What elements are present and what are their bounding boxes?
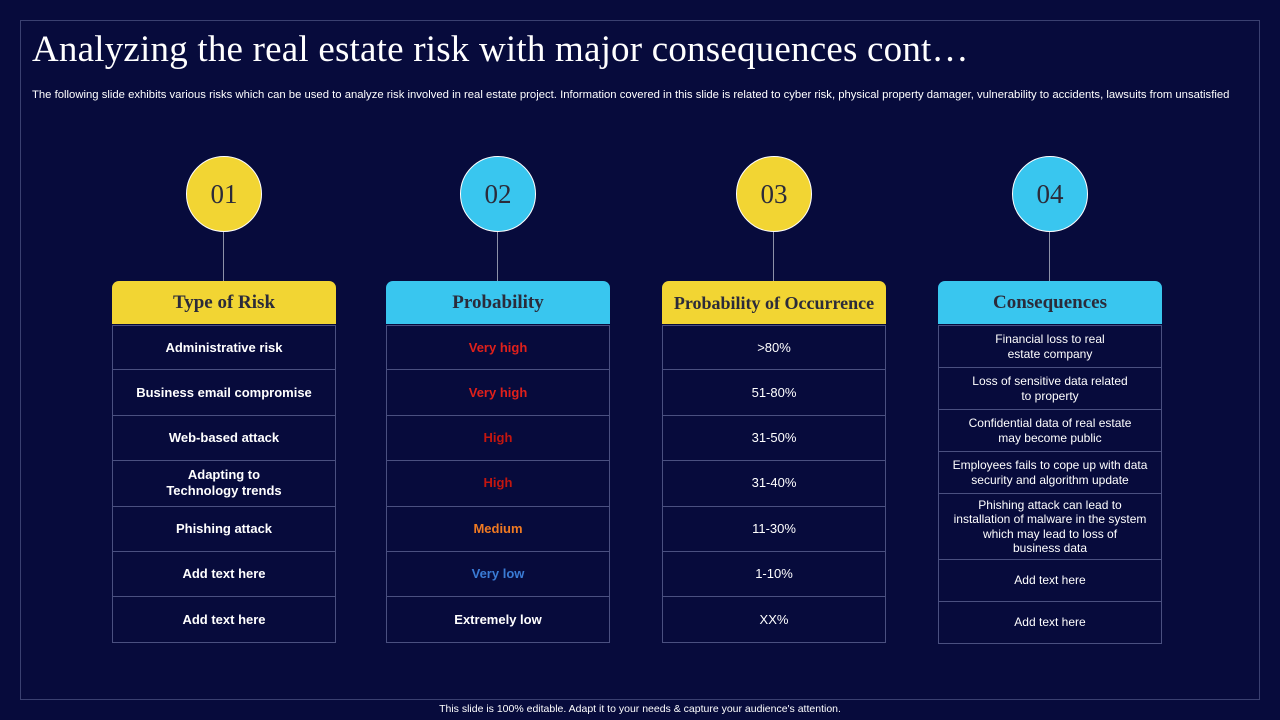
risk-type-cell: Administrative risk xyxy=(112,325,336,371)
step-number-circle: 03 xyxy=(736,156,812,232)
consequence-cell: Loss of sensitive data related to proper… xyxy=(938,368,1162,410)
probability-cell: High xyxy=(386,461,610,507)
probability-list: Very high Very high High High Medium Ver… xyxy=(386,325,610,643)
column-header: Probability of Occurrence xyxy=(662,281,886,324)
connector-line xyxy=(497,232,498,281)
probability-cell: High xyxy=(386,415,610,462)
consequence-cell: Add text here xyxy=(938,560,1162,602)
probability-cell: Very low xyxy=(386,551,610,598)
connector-line xyxy=(1049,232,1050,281)
occurrence-cell: 1-10% xyxy=(662,551,886,598)
probability-cell: Extremely low xyxy=(386,597,610,643)
connector-line xyxy=(773,232,774,281)
occurrence-cell: 31-50% xyxy=(662,415,886,462)
occurrence-cell: 51-80% xyxy=(662,370,886,416)
column-header: Probability xyxy=(386,281,610,324)
connector-line xyxy=(223,232,224,281)
risk-type-cell: Phishing attack xyxy=(112,506,336,552)
consequence-cell: Financial loss to real estate company xyxy=(938,325,1162,368)
probability-cell: Very high xyxy=(386,370,610,416)
risk-type-cell: Web-based attack xyxy=(112,415,336,462)
occurrence-cell: >80% xyxy=(662,325,886,371)
risk-type-cell: Business email compromise xyxy=(112,370,336,416)
risk-type-cell: Add text here xyxy=(112,551,336,598)
footer-note: This slide is 100% editable. Adapt it to… xyxy=(439,703,841,715)
risk-type-cell: Add text here xyxy=(112,597,336,643)
consequence-cell: Employees fails to cope up with data sec… xyxy=(938,452,1162,494)
consequence-cell: Phishing attack can lead to installation… xyxy=(938,494,1162,560)
risk-type-list: Administrative risk Business email compr… xyxy=(112,325,336,643)
column-header: Consequences xyxy=(938,281,1162,324)
consequence-cell: Add text here xyxy=(938,602,1162,644)
occurrence-cell: XX% xyxy=(662,597,886,643)
risk-type-cell: Adapting to Technology trends xyxy=(112,461,336,507)
probability-cell: Medium xyxy=(386,506,610,552)
consequences-list: Financial loss to real estate company Lo… xyxy=(938,325,1162,644)
page-subtitle: The following slide exhibits various ris… xyxy=(32,89,1230,101)
step-number-circle: 04 xyxy=(1012,156,1088,232)
column-header: Type of Risk xyxy=(112,281,336,324)
step-number-circle: 01 xyxy=(186,156,262,232)
occurrence-list: >80% 51-80% 31-50% 31-40% 11-30% 1-10% X… xyxy=(662,325,886,643)
slide-frame xyxy=(20,20,1260,700)
step-number-circle: 02 xyxy=(460,156,536,232)
page-title: Analyzing the real estate risk with majo… xyxy=(32,29,969,70)
occurrence-cell: 31-40% xyxy=(662,461,886,507)
probability-cell: Very high xyxy=(386,325,610,371)
occurrence-cell: 11-30% xyxy=(662,506,886,552)
consequence-cell: Confidential data of real estate may bec… xyxy=(938,410,1162,452)
